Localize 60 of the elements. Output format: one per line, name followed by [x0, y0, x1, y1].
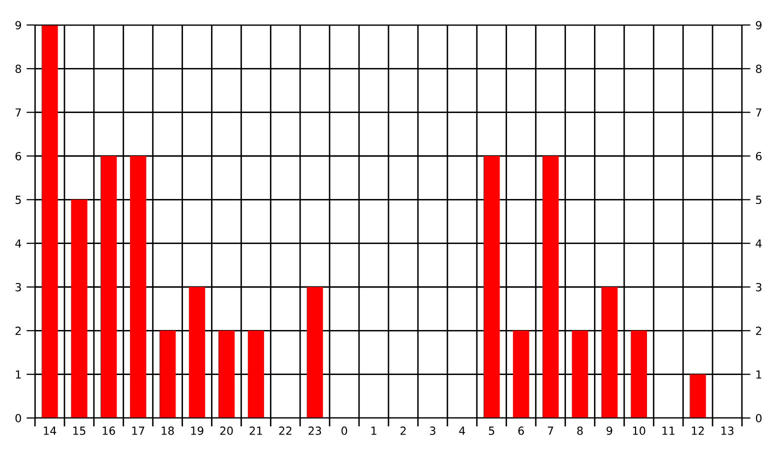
x-tick-label: 20: [220, 426, 233, 435]
x-tick-label: 5: [488, 426, 494, 435]
x-tick-label: 22: [279, 426, 292, 435]
x-tick-label: 8: [577, 426, 583, 435]
y-tick-label: 0: [15, 414, 22, 422]
bar: [601, 287, 618, 418]
x-tick-label: 3: [430, 426, 436, 435]
bar: [572, 330, 588, 418]
bar: [484, 156, 500, 418]
bar: [248, 330, 264, 418]
y2-tick-label: 5: [756, 196, 762, 204]
bar: [306, 287, 323, 418]
y-tick-label: 8: [15, 64, 22, 74]
bar: [42, 25, 58, 418]
bar: [159, 330, 176, 418]
x-tick-label: 21: [250, 426, 262, 435]
y2-tick-label: 3: [756, 282, 762, 292]
bar: [71, 200, 88, 418]
x-tick-label: 12: [692, 426, 704, 435]
bar: [130, 156, 146, 418]
y2-tick-label: 2: [756, 326, 762, 335]
x-tick-label: 23: [308, 426, 322, 435]
y2-tick-label: 4: [756, 239, 762, 248]
bar: [630, 330, 647, 418]
bar: [100, 156, 117, 418]
x-tick-label: 15: [73, 426, 86, 435]
x-tick-label: 16: [102, 426, 116, 435]
bar: [542, 156, 559, 418]
y-tick-label: 7: [16, 108, 21, 117]
y-tick-label: 6: [16, 152, 22, 160]
x-tick-label: 6: [518, 426, 524, 435]
y-tick-label: 3: [16, 282, 21, 292]
x-tick-label: 7: [548, 426, 554, 435]
x-tick-label: 19: [191, 426, 204, 435]
bar: [690, 374, 706, 418]
y-tick-label: 1: [16, 370, 21, 379]
y2-tick-label: 9: [756, 20, 762, 30]
x-tick-label: 18: [162, 426, 174, 435]
x-tick-label: 2: [400, 426, 406, 435]
y-tick-label: 5: [16, 196, 21, 204]
y2-tick-label: 8: [756, 64, 762, 74]
y-tick-label: 9: [15, 20, 22, 30]
x-tick-label: 14: [44, 426, 56, 435]
x-tick-label: 11: [662, 426, 674, 435]
y-tick-label: 2: [16, 326, 21, 335]
bar: [218, 330, 235, 418]
x-tick-label: 1: [371, 426, 376, 435]
y-tick-label: 4: [15, 239, 22, 248]
x-tick-label: 17: [132, 426, 144, 435]
x-tick-label: 0: [342, 426, 348, 435]
bar: [188, 287, 206, 418]
y2-tick-label: 1: [756, 370, 762, 379]
x-tick-label: 13: [721, 426, 734, 435]
y2-tick-label: 6: [756, 152, 762, 160]
x-tick-label: 10: [633, 426, 646, 435]
x-tick-label: 4: [459, 426, 466, 435]
y2-tick-label: 0: [756, 414, 762, 422]
bar: [512, 330, 530, 418]
x-tick-label: 9: [606, 426, 612, 435]
y2-tick-label: 7: [756, 108, 762, 117]
